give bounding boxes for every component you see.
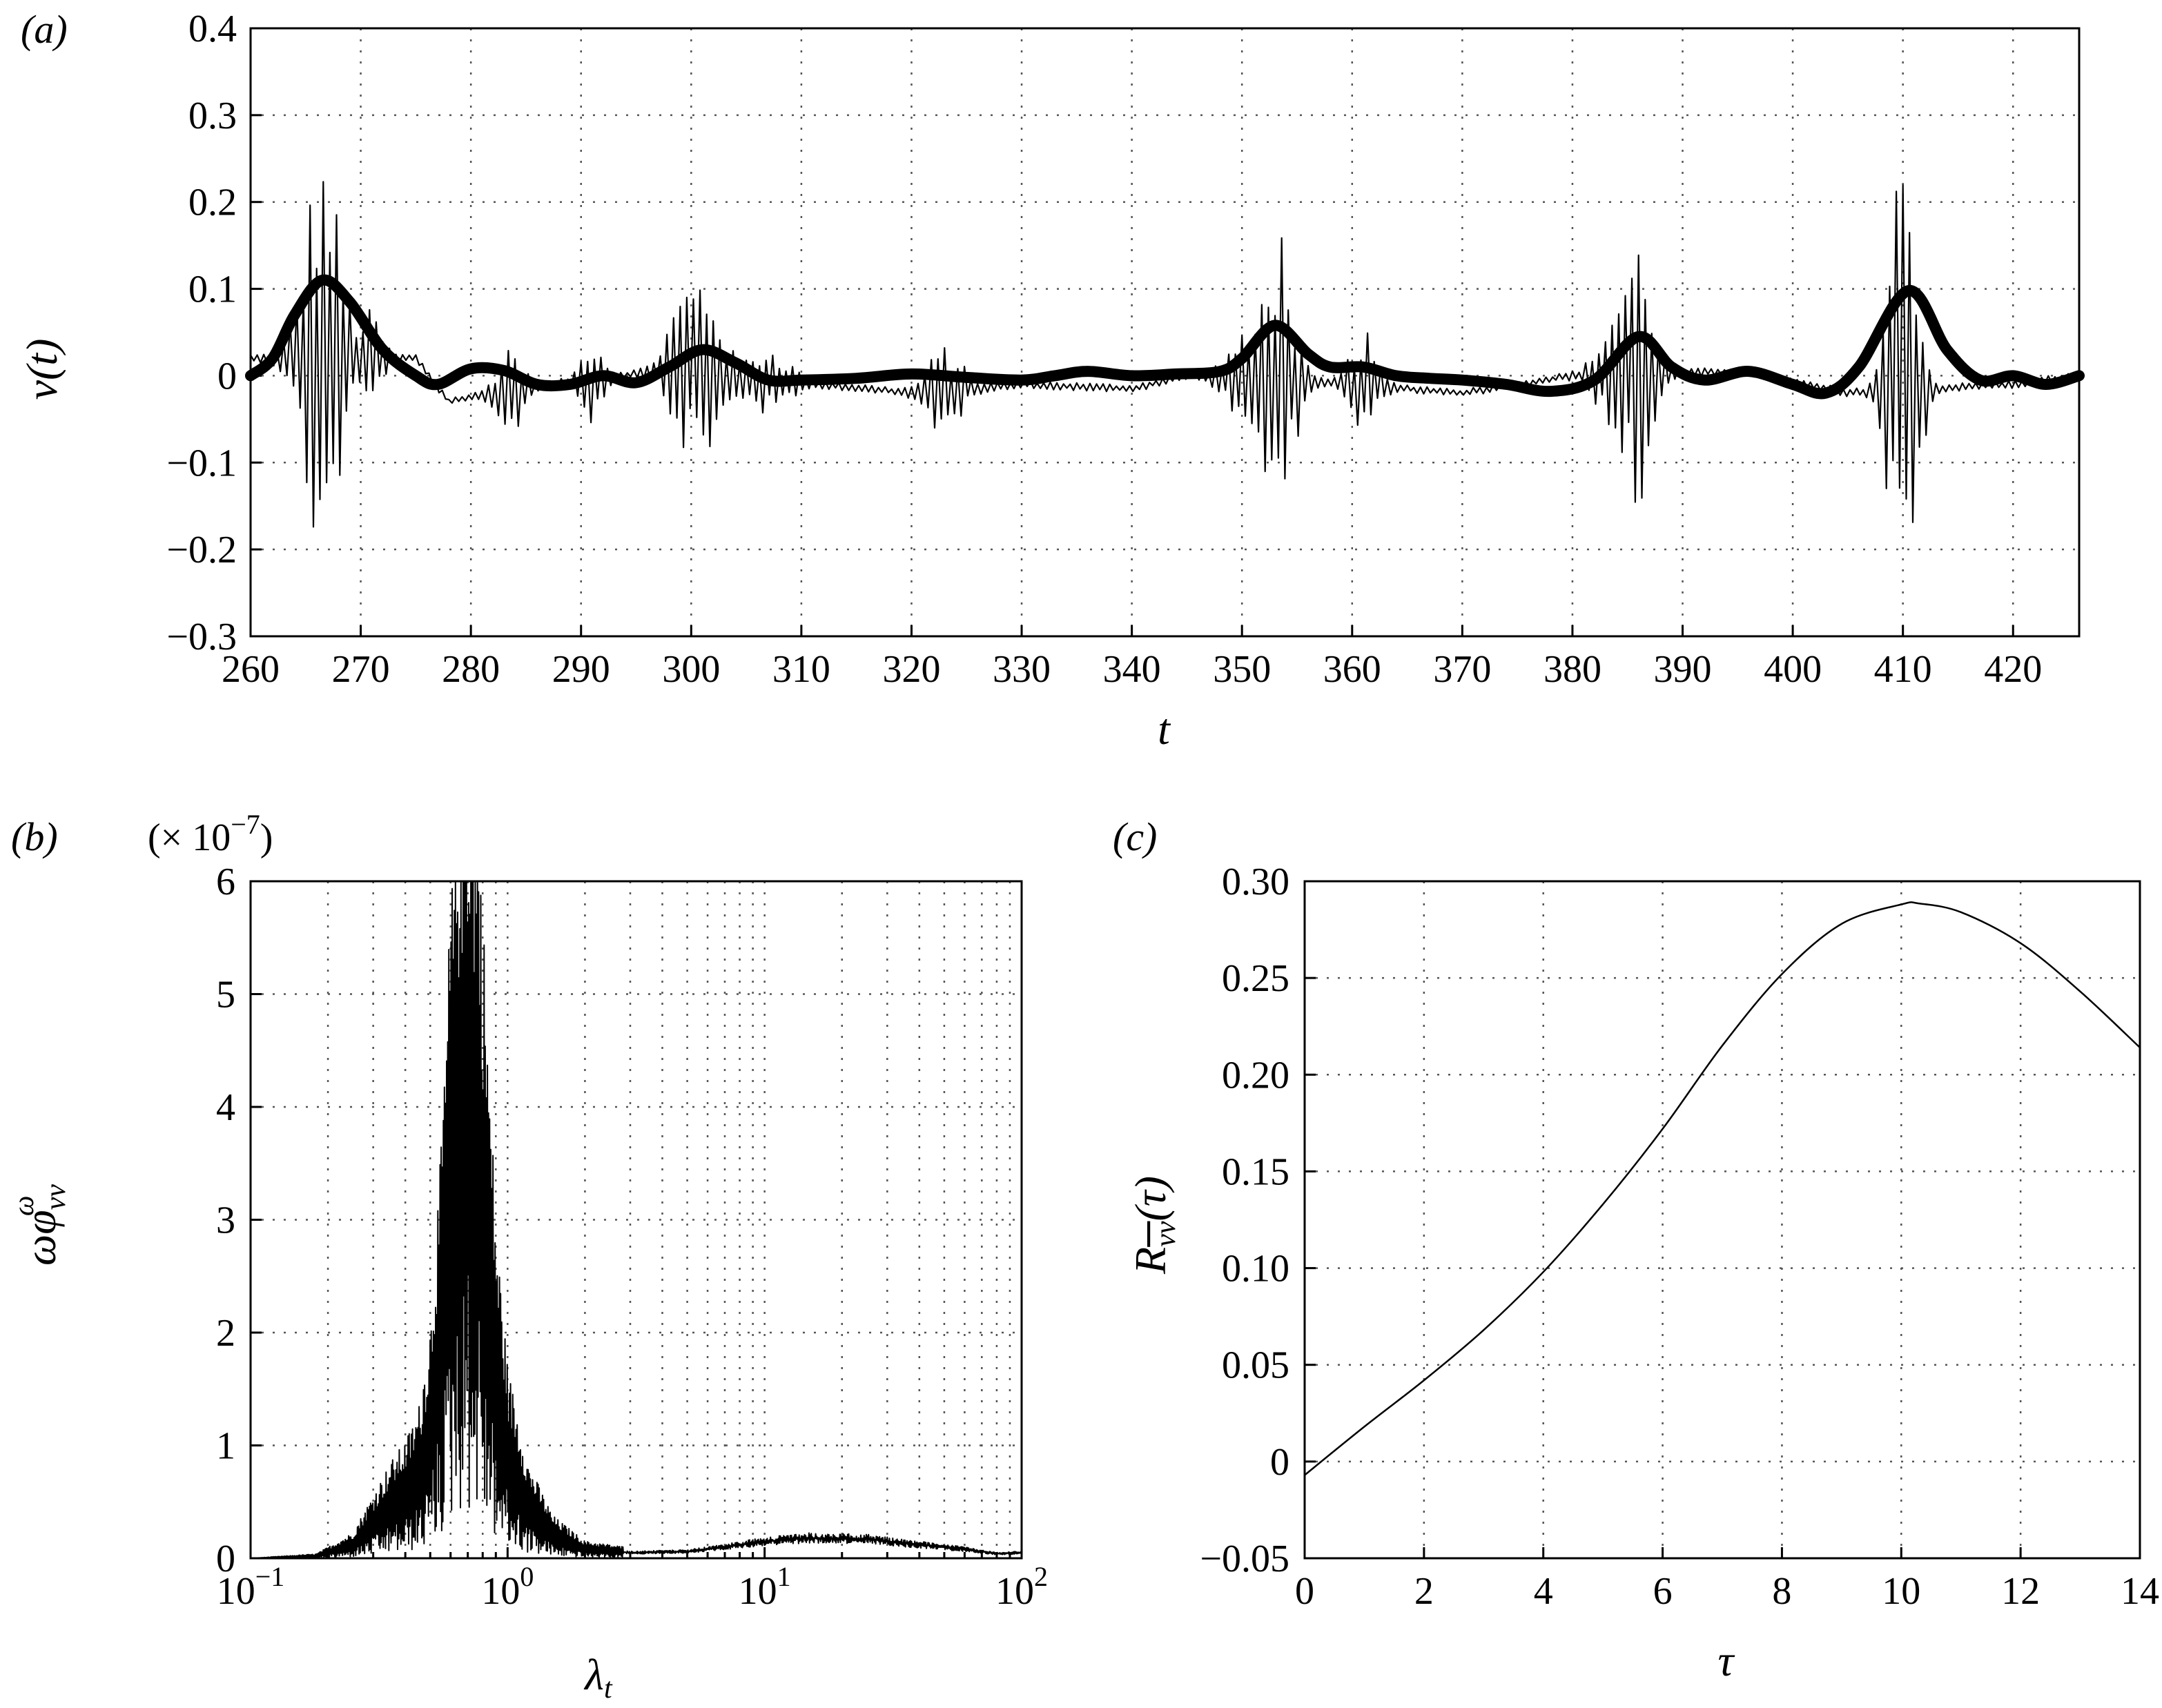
panel-a-x-tick-label: 270 [332, 648, 390, 691]
panel-b-y-tick-label: 1 [216, 1425, 235, 1468]
panel-b-x-axis-label: λt [583, 1650, 613, 1705]
panel-c-label: (c) [1113, 814, 1157, 859]
panel-a-y-tick-label: −0.3 [166, 616, 237, 658]
panel-a-y-tick-label: −0.2 [166, 529, 237, 571]
panel-a-y-tick-label: 0.3 [188, 95, 237, 137]
panel-a-x-tick-label: 290 [552, 648, 610, 691]
panel-a-series [251, 181, 2079, 527]
panel-a-label: (a) [21, 7, 68, 52]
panel-b-y-tick-label: 5 [216, 974, 235, 1017]
panel-b-frame [251, 881, 1022, 1558]
panel-c-y-tick-label: 0.25 [1222, 957, 1289, 1000]
panel-a-x-tick-label: 340 [1103, 648, 1161, 691]
panel-a-y-tick-label: 0.4 [188, 8, 237, 50]
panel-b-y-tick-label: 4 [216, 1086, 235, 1129]
panel-a-x-tick-label: 350 [1213, 648, 1271, 691]
panel-c-x-tick-label: 0 [1295, 1570, 1314, 1613]
panel-a-x-tick-label: 420 [1984, 648, 2042, 691]
panel-c-y-tick-label: 0.15 [1222, 1150, 1289, 1193]
panel-c-y-tick-label: 0.05 [1222, 1344, 1289, 1387]
panel-b-x-tick-label: 100 [481, 1561, 534, 1613]
panel-a-x-tick-label: 300 [662, 648, 720, 691]
panel-a-x-tick-label: 410 [1874, 648, 1932, 691]
panel-c-x-tick-label: 6 [1653, 1570, 1673, 1613]
panel-b-label: (b) [11, 814, 58, 859]
panel-a-x-tick-label: 330 [993, 648, 1051, 691]
panel-c-x-tick-label: 14 [2121, 1570, 2159, 1613]
panel-c-ticks: 0 2 4 6 8 10 12 14−0.0500.050.100.150.200.250.3… [1200, 861, 2159, 1613]
panel-a-ticks: 260 270 280 290 300 310 320 330 340 350 360 370 380 3… [166, 8, 2042, 691]
panel-c: 0 2 4 6 8 10 12 14−0.0500.050.100.150.200.250.3… [1113, 814, 2159, 1685]
panel-b-scale-note: (× 10−7) [148, 809, 273, 859]
panel-a-x-tick-label: 390 [1654, 648, 1712, 691]
panel-a-x-tick-label: 400 [1764, 648, 1822, 691]
panel-a-y-tick-label: 0 [217, 355, 237, 397]
panel-a: 260 270 280 290 300 310 320 330 340 350 360 370 380 3… [17, 7, 2079, 754]
panel-c-x-tick-label: 4 [1534, 1570, 1553, 1613]
panel-b-y-tick-label: 3 [216, 1199, 235, 1242]
panel-c-autocorrelation-series [1305, 902, 2140, 1475]
panel-b-y-tick-label: 0 [216, 1538, 235, 1580]
panel-c-y-tick-label: 0.30 [1222, 861, 1289, 903]
panel-a-y-tick-label: 0.1 [188, 268, 237, 311]
figure: 260 270 280 290 300 310 320 330 340 350 360 370 380 3… [0, 0, 2162, 1708]
panel-a-y-tick-label: −0.1 [166, 442, 237, 484]
panel-c-y-axis-label: Rvv(τ) [1126, 1176, 1182, 1275]
panel-a-filtered-series [251, 280, 2079, 394]
panel-a-x-tick-label: 320 [882, 648, 940, 691]
panel-c-y-tick-label: −0.05 [1200, 1538, 1289, 1580]
panel-b-spectrum-series [251, 881, 1022, 1558]
panel-c-series [1305, 902, 2140, 1475]
panel-c-x-tick-label: 2 [1414, 1570, 1434, 1613]
panel-b-y-axis-label: ωφvvω [8, 1184, 72, 1266]
panel-b-y-tick-label: 6 [216, 861, 235, 903]
panel-a-gridlines [251, 28, 2079, 636]
panel-c-gridlines [1305, 881, 2140, 1558]
panel-b-y-tick-label: 2 [216, 1312, 235, 1355]
panel-a-x-tick-label: 370 [1433, 648, 1491, 691]
panel-c-y-tick-label: 0.20 [1222, 1054, 1289, 1097]
panel-a-x-tick-label: 380 [1543, 648, 1601, 691]
panel-a-x-tick-label: 280 [442, 648, 500, 691]
panel-b-x-tick-label: 101 [739, 1561, 791, 1613]
panel-c-x-axis-label: τ [1718, 1636, 1735, 1685]
panel-a-x-axis-label: t [1158, 705, 1171, 754]
panel-b-x-tick-label: 102 [995, 1561, 1048, 1613]
panel-b-series [251, 881, 1022, 1558]
panel-a-x-tick-label: 310 [772, 648, 830, 691]
panel-c-x-tick-label: 8 [1772, 1570, 1791, 1613]
panel-c-x-tick-label: 10 [1882, 1570, 1920, 1613]
panel-a-frame [251, 28, 2079, 636]
panel-a-y-tick-label: 0.2 [188, 181, 237, 224]
panel-c-x-tick-label: 12 [2001, 1570, 2040, 1613]
panel-c-frame [1305, 881, 2140, 1558]
panel-a-x-tick-label: 360 [1323, 648, 1381, 691]
panel-c-y-tick-label: 0.10 [1222, 1248, 1289, 1290]
panel-b-gridlines [251, 881, 1022, 1558]
panel-a-instantaneous-series [251, 181, 2078, 527]
panel-a-y-axis-label: v(t) [17, 339, 66, 400]
panel-c-y-tick-label: 0 [1270, 1441, 1289, 1484]
